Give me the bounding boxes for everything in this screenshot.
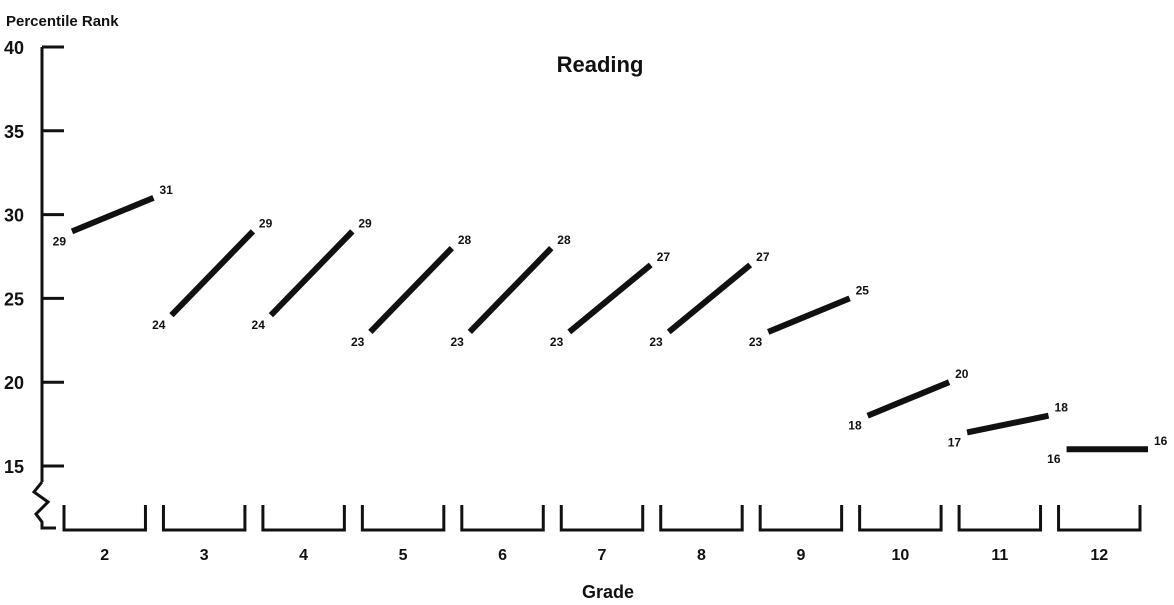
- grade-bracket: [559, 505, 645, 532]
- grade-bracket: [460, 505, 545, 532]
- y-tick-label: 40: [4, 38, 24, 58]
- y-tick-label: 25: [4, 289, 24, 309]
- segment-end-label: 18: [1055, 401, 1069, 415]
- axis-break-mark: [31, 481, 56, 530]
- segment-end-label: 20: [955, 367, 969, 381]
- y-tick-label: 35: [4, 122, 24, 142]
- segment-end-label: 25: [856, 283, 870, 297]
- y-tick-label: 20: [4, 373, 24, 393]
- segment-line: [169, 229, 256, 318]
- segment-end-label: 29: [358, 216, 372, 230]
- segment-end-label: 27: [657, 250, 671, 264]
- chart-title: Reading: [557, 52, 644, 77]
- grade-bracket: [957, 505, 1043, 532]
- grade-label: 10: [891, 547, 909, 564]
- grade-label: 12: [1090, 547, 1108, 564]
- segment-end-label: 31: [159, 183, 173, 197]
- grade-label: 3: [200, 547, 209, 564]
- y-axis: 15 20 25 30 35 40: [4, 38, 64, 530]
- y-tick-label: 15: [4, 457, 24, 477]
- segment-start-label: 23: [351, 335, 365, 349]
- segment-end-label: 28: [557, 233, 571, 247]
- grade-bracket: [858, 505, 943, 532]
- segment-start-label: 17: [948, 435, 962, 449]
- grade-bracket: [360, 505, 446, 532]
- grade-bracket: [1057, 505, 1142, 532]
- segment-end-label: 16: [1154, 434, 1168, 448]
- segment-line: [767, 295, 851, 335]
- grade-brackets: 2 3 4 5 6 7 8 9 10 11 12: [62, 505, 1142, 564]
- grade-bracket: [659, 505, 744, 532]
- data-segments: 29 31 24 29 24 29 23 28 23 28 23 27 23 27 23 25 18 20 17 18…: [53, 183, 1168, 466]
- grade-bracket: [62, 505, 147, 532]
- segment-start-label: 29: [53, 234, 67, 248]
- grade-label: 5: [399, 547, 408, 564]
- grade-label: 2: [100, 547, 109, 564]
- segment-start-label: 24: [152, 318, 166, 332]
- grade-bracket: [758, 505, 844, 532]
- grade-label: 4: [299, 547, 308, 564]
- segment-line: [467, 246, 554, 335]
- segment-end-label: 27: [756, 250, 770, 264]
- grade-label: 6: [498, 547, 507, 564]
- grade-label: 7: [598, 547, 607, 564]
- segment-start-label: 16: [1047, 452, 1061, 466]
- grade-label: 9: [796, 547, 805, 564]
- grade-bracket: [261, 505, 346, 532]
- segment-end-label: 29: [259, 216, 273, 230]
- segment-line: [666, 262, 753, 335]
- segment-line: [70, 195, 155, 235]
- segment-start-label: 23: [450, 335, 464, 349]
- y-axis-label: Percentile Rank: [6, 13, 119, 30]
- y-tick-label: 30: [4, 206, 24, 226]
- segment-line: [268, 229, 355, 318]
- grade-label: 11: [991, 547, 1008, 564]
- segment-line: [567, 262, 653, 335]
- segment-start-label: 24: [252, 318, 266, 332]
- segment-start-label: 18: [848, 419, 862, 433]
- grade-label: 8: [697, 547, 706, 564]
- x-axis-label: Grade: [582, 582, 634, 602]
- segment-end-label: 28: [458, 233, 472, 247]
- segment-line: [966, 412, 1050, 436]
- segment-start-label: 23: [550, 335, 564, 349]
- segment-line: [866, 379, 951, 419]
- segment-start-label: 23: [649, 335, 663, 349]
- segment-start-label: 23: [749, 335, 763, 349]
- grade-bracket: [161, 505, 247, 532]
- segment-line: [368, 246, 454, 335]
